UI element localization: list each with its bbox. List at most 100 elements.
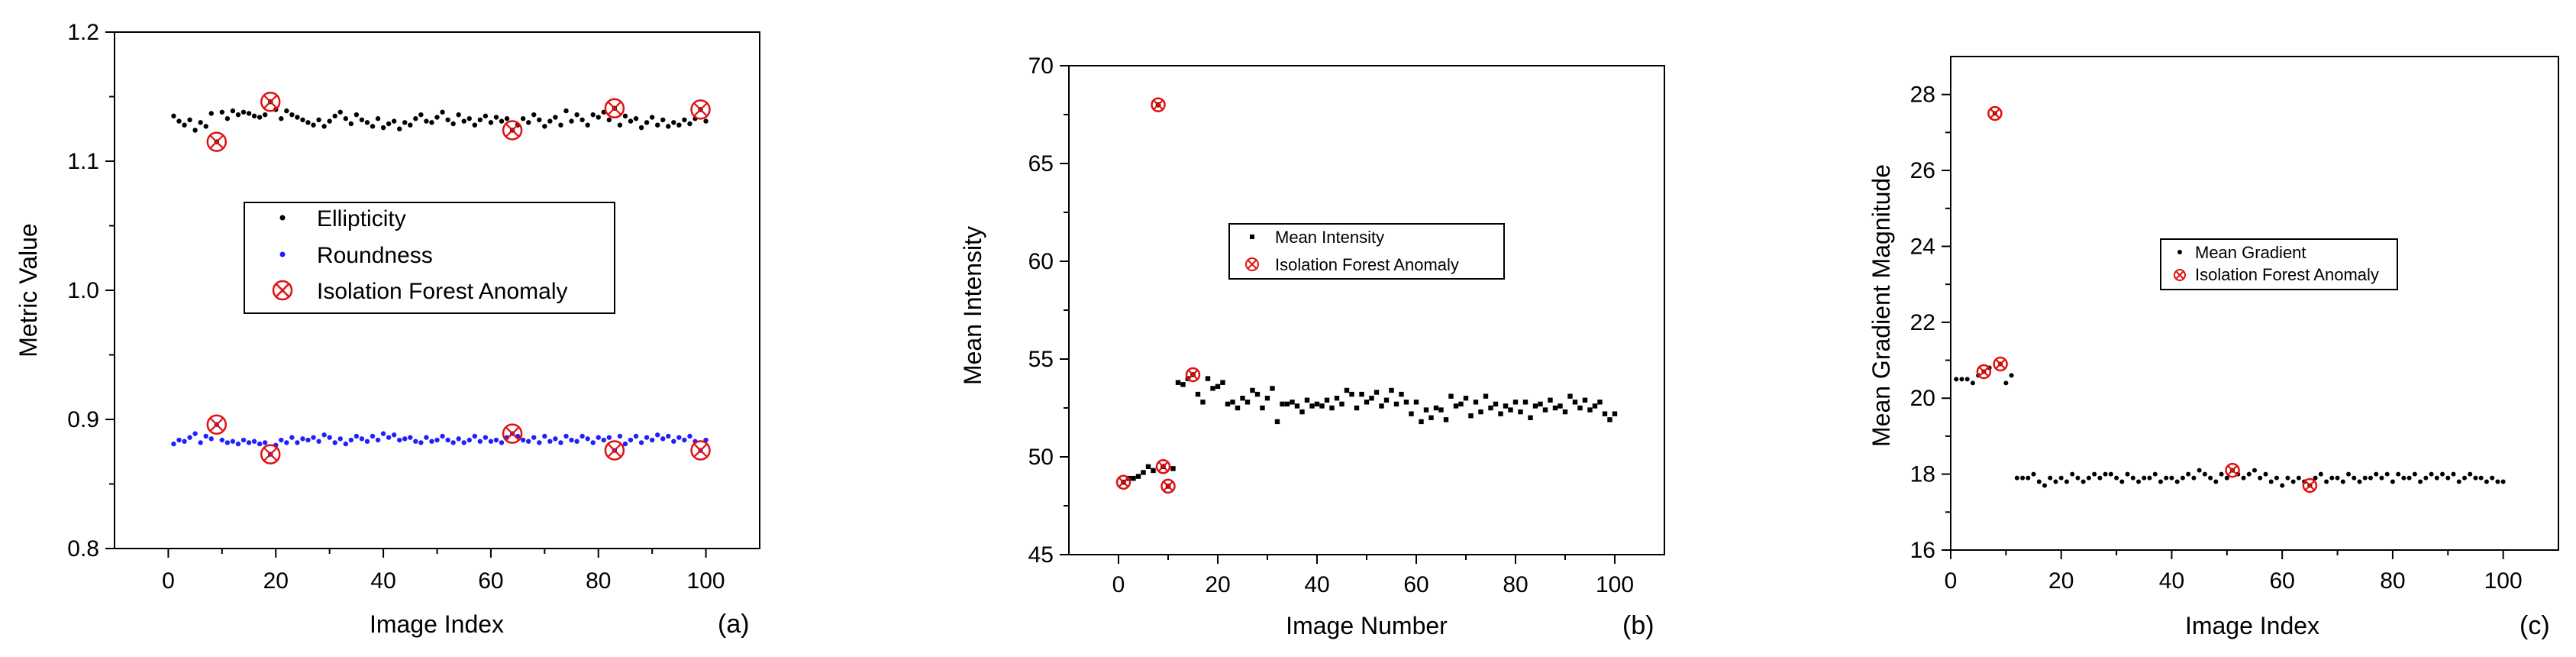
- mean-intensity-point: [1577, 405, 1583, 411]
- roundness-point: [321, 432, 327, 438]
- roundness-point: [617, 433, 623, 439]
- mean-gradient-point: [2164, 475, 2169, 481]
- mean-gradient-point: [2434, 475, 2439, 481]
- anomaly-point: [1993, 356, 2008, 372]
- legend-label-ellipticity: Ellipticity: [317, 206, 406, 231]
- mean-gradient-point: [2191, 475, 2197, 481]
- roundness-point: [187, 435, 192, 440]
- anomaly-point: [502, 423, 523, 444]
- tick-group: 0 20 40 60 80 100 0.8 0.9 1.0 1.1 1.2: [67, 20, 725, 594]
- ellipticity-point: [617, 122, 623, 128]
- mean-gradient-point: [2468, 471, 2473, 477]
- y-tick-label: 0.8: [67, 536, 99, 562]
- anomaly-point: [690, 440, 711, 461]
- mean-intensity-point: [1438, 407, 1444, 413]
- ellipticity-point: [311, 122, 316, 128]
- roundness-point: [537, 440, 542, 445]
- mean-intensity-point: [1280, 401, 1285, 407]
- ellipticity-point: [380, 125, 386, 131]
- mean-intensity-point: [1473, 400, 1479, 405]
- mean-intensity-point: [1538, 401, 1543, 407]
- ellipticity-point: [493, 115, 499, 120]
- roundness-point: [682, 437, 687, 443]
- mean-intensity-point: [1145, 464, 1151, 469]
- mean-gradient-point: [2423, 475, 2429, 481]
- mean-intensity-point: [1244, 400, 1251, 405]
- ellipticity-point: [429, 120, 434, 125]
- roundness-point: [208, 436, 214, 442]
- roundness-point: [472, 433, 477, 439]
- ellipticity-point: [240, 109, 247, 115]
- ellipticity-point: [622, 113, 628, 119]
- roundness-point: [499, 440, 505, 445]
- y-tick-label: 70: [1028, 53, 1054, 79]
- mean-gradient-point: [2346, 471, 2352, 477]
- ellipticity-point: [408, 122, 413, 128]
- roundness-point: [375, 437, 381, 443]
- anomaly-point: [604, 98, 625, 118]
- mean-gradient-point: [2490, 475, 2495, 481]
- mean-gradient-point: [2368, 475, 2373, 481]
- x-tick-label: 100: [687, 568, 725, 594]
- mean-gradient-point: [2335, 475, 2340, 481]
- y-tick-label: 24: [1910, 234, 1935, 259]
- roundness-point: [520, 437, 526, 443]
- anomaly-point: [2302, 477, 2318, 494]
- ellipticity-point: [413, 116, 418, 121]
- roundness-point: [235, 441, 241, 447]
- roundness-point: [353, 433, 360, 439]
- tick-group: 0 20 40 60 80 100 16 18 20 22 24 26 28: [1910, 83, 2523, 594]
- anomaly-point: [206, 414, 228, 435]
- x-tick-label: 20: [2048, 568, 2074, 594]
- ellipticity-point: [246, 111, 252, 116]
- roundness-point: [483, 435, 489, 440]
- panel-label: (c): [2520, 611, 2550, 640]
- mean-gradient-point: [2031, 471, 2036, 477]
- mean-gradient-point: [2318, 471, 2323, 477]
- mean-intensity-point: [1548, 397, 1553, 403]
- anomaly-point: [1115, 474, 1131, 490]
- mean-intensity-point: [1230, 400, 1235, 405]
- mean-intensity-point: [1582, 397, 1588, 403]
- roundness-point: [440, 433, 445, 439]
- ellipticity-point: [364, 120, 370, 125]
- mean-gradient-point: [2186, 471, 2191, 477]
- roundness-point: [279, 437, 284, 443]
- mean-intensity-point: [1493, 401, 1499, 407]
- mean-intensity-point: [1503, 403, 1509, 409]
- roundness-point: [219, 437, 225, 443]
- x-tick-label: 20: [263, 568, 289, 594]
- legend-label-anomaly: Isolation Forest Anomaly: [317, 279, 568, 304]
- mean-intensity-point: [1250, 387, 1255, 393]
- mean-gradient-point: [2202, 471, 2207, 477]
- mean-intensity-point: [1314, 401, 1320, 407]
- mean-gradient-point: [2108, 471, 2113, 477]
- y-tick-label: 60: [1028, 249, 1054, 274]
- roundness-point: [380, 431, 386, 436]
- x-tick-label: 60: [1403, 572, 1428, 597]
- roundness-point: [182, 439, 187, 444]
- y-tick-label: 20: [1910, 386, 1935, 411]
- data-marks: [1954, 105, 2506, 494]
- roundness-point: [257, 441, 263, 447]
- mean-intensity-point: [1324, 397, 1330, 403]
- mean-intensity-point: [1215, 384, 1221, 390]
- roundness-point: [601, 437, 606, 443]
- ellipticity-point: [203, 124, 208, 129]
- roundness-point: [493, 437, 499, 443]
- mean-gradient-point: [2246, 471, 2252, 477]
- ellipticity-point: [649, 115, 655, 120]
- y-tick-label: 16: [1910, 538, 1935, 563]
- chart-panel-c: 0 20 40 60 80 100 16 18 20 22 24 26 28 Image Index M…: [1867, 56, 2559, 640]
- x-tick-label: 60: [2269, 568, 2294, 594]
- mean-intensity-point: [1299, 409, 1305, 415]
- x-tick-label: 80: [1503, 572, 1528, 597]
- mean-gradient-point: [2280, 483, 2285, 488]
- mean-intensity-point: [1339, 401, 1344, 407]
- y-tick-label: 0.9: [67, 407, 99, 432]
- mean-intensity-point: [1532, 403, 1538, 409]
- roundness-point: [466, 437, 472, 443]
- legend: Mean Gradient Isolation Forest Anomaly: [2160, 238, 2398, 290]
- mean-gradient-point: [2224, 475, 2229, 481]
